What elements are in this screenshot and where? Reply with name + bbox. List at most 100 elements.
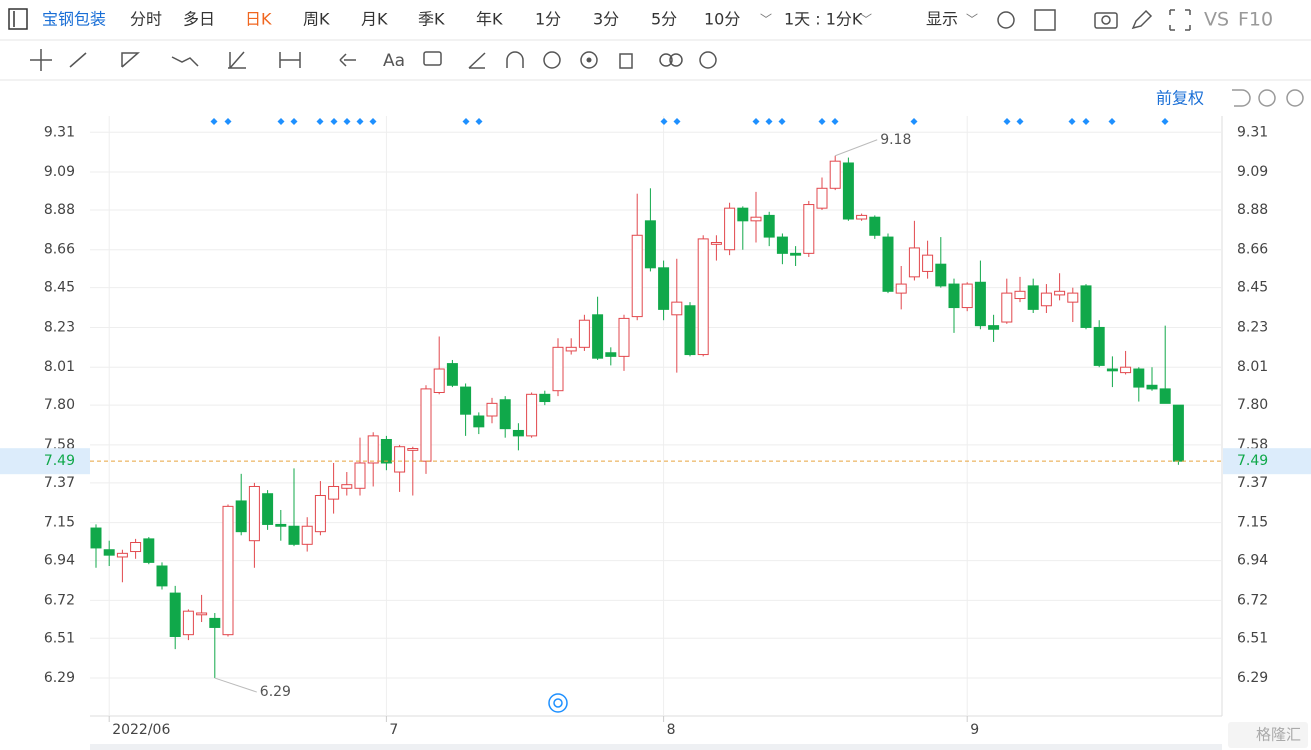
f10-button[interactable]: F10: [1238, 9, 1273, 31]
visibility-tool[interactable]: [580, 51, 598, 69]
drawing-tools: Aa: [30, 49, 717, 71]
y2-tick-label: 8.23: [1237, 319, 1268, 335]
fib-tool[interactable]: [228, 51, 246, 69]
watermark: 格隆汇: [1256, 726, 1301, 744]
event-marker[interactable]: [290, 118, 298, 125]
interval[interactable]: 1天 : 1分K: [784, 10, 863, 29]
sidebar-toggle[interactable]: [8, 8, 28, 30]
period-tab[interactable]: 周K: [303, 10, 330, 29]
period-tab[interactable]: 年K: [476, 10, 503, 29]
vs-button[interactable]: VS: [1204, 9, 1229, 31]
magnet-tool[interactable]: [506, 51, 524, 68]
note-tool[interactable]: [423, 51, 442, 66]
period-tab[interactable]: 分时: [130, 10, 162, 29]
arrow-tool[interactable]: [339, 53, 356, 67]
event-marker[interactable]: [910, 118, 918, 125]
logo-icon: [548, 693, 568, 713]
candle-body: [526, 393, 538, 437]
period-tab[interactable]: 多日: [183, 10, 215, 29]
line-tool[interactable]: [69, 52, 87, 68]
period-tab[interactable]: 月K: [361, 10, 388, 29]
settings-icon[interactable]: [997, 11, 1015, 29]
candle-body: [803, 204, 815, 254]
candle-body: [394, 446, 406, 473]
tool-settings[interactable]: [699, 51, 717, 69]
event-marker[interactable]: [1003, 118, 1011, 125]
event-marker[interactable]: [210, 118, 218, 125]
y-tick-label: 6.29: [44, 670, 75, 686]
candle-body: [288, 525, 300, 545]
period-tab[interactable]: 日K: [245, 10, 272, 29]
event-marker[interactable]: [277, 118, 285, 125]
layout-icon[interactable]: [1034, 9, 1056, 31]
event-marker[interactable]: [356, 118, 364, 125]
event-marker[interactable]: [673, 118, 681, 125]
candle-body: [301, 525, 313, 545]
event-marker[interactable]: [343, 118, 351, 125]
move-tool[interactable]: [30, 49, 52, 71]
candle-body: [222, 505, 234, 636]
event-marker[interactable]: [778, 118, 786, 125]
candle-body: [776, 236, 788, 254]
zoom-out[interactable]: [1258, 89, 1276, 107]
scrollbar[interactable]: [90, 744, 1222, 750]
adjust-button[interactable]: 前复权: [1156, 89, 1204, 108]
y-tick-label: 7.15: [44, 515, 75, 531]
candle-body: [1014, 290, 1026, 300]
event-marker[interactable]: [660, 118, 668, 125]
candle-body: [750, 216, 762, 222]
event-marker[interactable]: [475, 118, 483, 125]
candle-body: [565, 346, 577, 352]
period-tab[interactable]: 10分: [704, 10, 740, 29]
event-marker[interactable]: [330, 118, 338, 125]
text-tool[interactable]: Aa: [383, 51, 405, 71]
event-marker[interactable]: [462, 118, 470, 125]
delete-tool[interactable]: [619, 53, 633, 69]
y-tick-label: 8.45: [44, 280, 75, 296]
low-pointer: [214, 677, 257, 693]
candle-body: [882, 236, 894, 292]
event-marker[interactable]: [1016, 118, 1024, 125]
wave-tool[interactable]: [171, 56, 199, 67]
candle-body: [103, 549, 115, 556]
last-price-band: [1223, 448, 1311, 475]
candle-body: [790, 252, 802, 256]
event-marker[interactable]: [818, 118, 826, 125]
period-tab[interactable]: 3分: [593, 10, 619, 29]
event-marker[interactable]: [831, 118, 839, 125]
sync-tool[interactable]: [543, 51, 561, 69]
period-tab[interactable]: 季K: [418, 10, 445, 29]
stock-name[interactable]: 宝钢包装: [42, 10, 106, 29]
angle-tool[interactable]: [468, 52, 486, 69]
camera-icon[interactable]: [1094, 12, 1118, 29]
y2-tick-label: 6.29: [1237, 670, 1268, 686]
candle-body: [1080, 285, 1092, 328]
period-tab[interactable]: 5分: [651, 10, 677, 29]
y-tick-label: 9.09: [44, 164, 75, 180]
event-marker[interactable]: [1082, 118, 1090, 125]
measure-tool[interactable]: [279, 52, 301, 68]
candle-body: [922, 254, 934, 272]
candle-body: [697, 238, 709, 356]
candle-body: [433, 368, 445, 394]
event-marker[interactable]: [752, 118, 760, 125]
candle-body: [1172, 404, 1184, 462]
undo-icon[interactable]: [1232, 89, 1251, 107]
fullscreen-icon[interactable]: [1169, 9, 1191, 31]
y-tick-label: 6.51: [44, 630, 75, 646]
event-marker[interactable]: [369, 118, 377, 125]
compare-tool[interactable]: [659, 53, 673, 67]
event-marker[interactable]: [1108, 118, 1116, 125]
y-tick-label: 8.23: [44, 319, 75, 335]
event-marker[interactable]: [224, 118, 232, 125]
event-marker[interactable]: [1068, 118, 1076, 125]
channel-tool[interactable]: [121, 52, 140, 68]
display-menu[interactable]: 显示: [926, 10, 958, 29]
candle-body: [1067, 292, 1079, 303]
period-tab[interactable]: 1分: [535, 10, 561, 29]
event-marker[interactable]: [1161, 118, 1169, 125]
event-marker[interactable]: [316, 118, 324, 125]
zoom-in[interactable]: [1286, 89, 1304, 107]
event-marker[interactable]: [765, 118, 773, 125]
pen-icon[interactable]: [1131, 9, 1153, 30]
